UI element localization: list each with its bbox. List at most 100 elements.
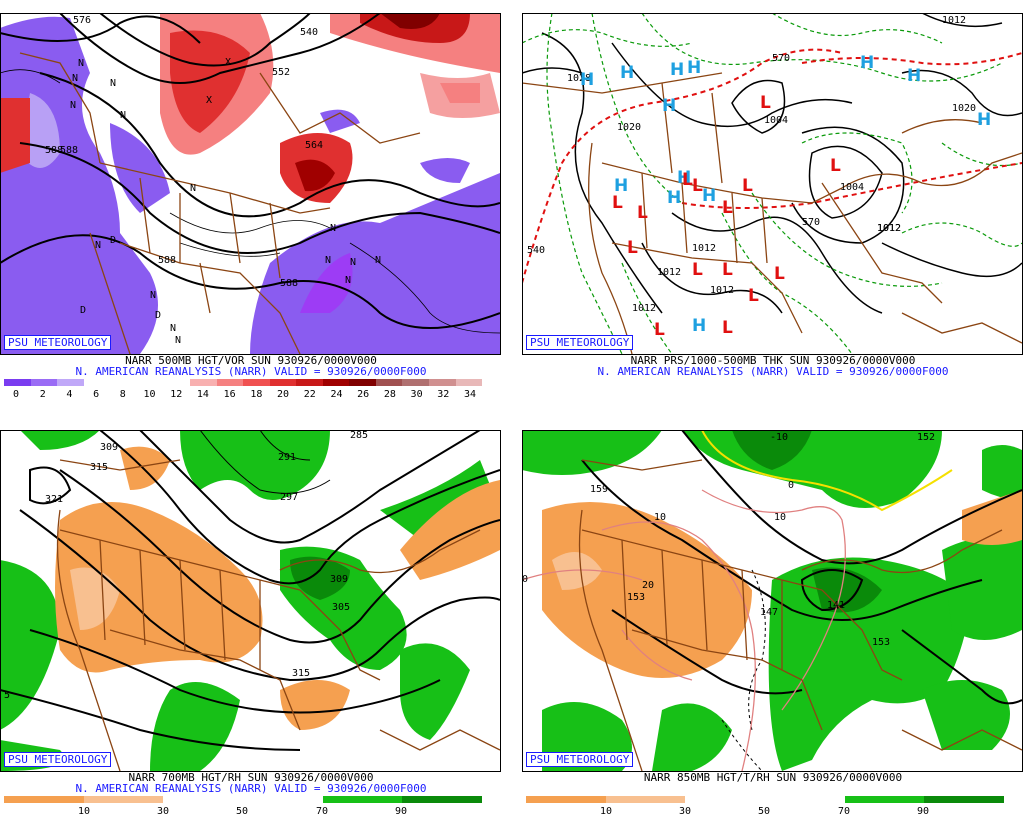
contour-label: N — [70, 100, 76, 111]
temperature-label: 20 — [642, 580, 654, 591]
caption-title: NARR PRS/1000-500MB THK SUN 930926/0000V… — [630, 354, 916, 367]
contour-label: 588 — [280, 278, 298, 289]
contour-label: N — [325, 255, 331, 266]
panel-pressure-thickness: 1028 1020 1004 1004 1012 1012 1012 1012 1012 1012… — [522, 0, 1024, 402]
colorbar-swatch — [57, 379, 84, 386]
temperature-label: 0 — [788, 480, 794, 491]
isobar-label: 1004 — [840, 182, 864, 193]
colorbar-swatch — [83, 379, 111, 386]
colorbar-tick: 4 — [66, 389, 73, 400]
caption-title: NARR 500MB HGT/VOR SUN 930926/0000V000 — [125, 354, 377, 367]
map-700mb: 309 315 321 285 291 297 309 305 315 5 PSU METEORO… — [0, 430, 500, 771]
contour-label: 588 — [158, 255, 176, 266]
low-pressure-marker: L — [654, 320, 665, 340]
high-pressure-marker: H — [692, 316, 706, 336]
isobar-label: 1020 — [952, 103, 976, 114]
low-pressure-marker: L — [682, 170, 693, 190]
contour-label: 552 — [272, 67, 290, 78]
low-pressure-marker: L — [692, 176, 703, 196]
colorbar-tick: 24 — [330, 389, 343, 400]
colorbar-tick: 20 — [277, 389, 290, 400]
temperature-label: 0 — [522, 574, 528, 585]
contour-label: X — [225, 57, 231, 68]
isobar-label: 1012 — [692, 243, 716, 254]
high-pressure-marker: H — [620, 63, 634, 83]
high-pressure-marker: H — [702, 186, 716, 206]
low-pressure-marker: L — [830, 156, 841, 176]
contour-label: 315 — [90, 462, 108, 473]
colorbar-swatch — [322, 379, 350, 386]
contour-label: X — [206, 95, 212, 106]
contour-label: N — [350, 257, 356, 268]
colorbar-tick: 34 — [463, 389, 477, 400]
contour-label: N — [120, 110, 126, 121]
colorbar-swatch — [216, 379, 244, 386]
contour-label: N — [110, 78, 116, 89]
high-pressure-marker: H — [977, 110, 991, 130]
isobar-label: 1012 — [710, 285, 734, 296]
colorbar-ticks: 10 30 50 70 90 — [4, 806, 482, 818]
low-pressure-marker: L — [612, 193, 623, 213]
colorbar-swatch — [243, 379, 270, 386]
contour-label: N — [375, 255, 381, 266]
colorbar-tick: 30 — [156, 806, 170, 817]
contour-label: N — [175, 335, 181, 346]
colorbar-tick: 90 — [916, 806, 930, 817]
high-pressure-marker: H — [860, 53, 874, 73]
isobar-label: 1012 — [942, 15, 966, 26]
contour-label: N — [72, 73, 78, 84]
psu-badge: PSU METEOROLOGY — [526, 335, 634, 350]
contour-label: N — [330, 223, 336, 234]
contour-label: 153 — [872, 637, 890, 648]
colorbar-swatch — [296, 379, 323, 386]
contour-label: N — [345, 275, 351, 286]
contour-label: N — [78, 58, 84, 69]
contour-label: 305 — [332, 602, 350, 613]
colorbar-swatch — [429, 379, 456, 386]
contour-label: N — [95, 240, 101, 251]
contour-label: N — [190, 183, 196, 194]
colorbar-tick: 70 — [837, 806, 851, 817]
contour-label: 5 — [4, 690, 10, 701]
low-pressure-marker: L — [760, 93, 771, 113]
colorbar-rh — [4, 796, 483, 803]
low-pressure-marker: L — [748, 286, 759, 306]
contour-label: 588 — [60, 145, 78, 156]
contour-label: 588 — [45, 145, 63, 156]
colorbar-tick: 28 — [383, 389, 396, 400]
low-pressure-marker: L — [774, 264, 785, 284]
high-pressure-marker: H — [687, 58, 701, 78]
colorbar-tick: 50 — [235, 806, 249, 817]
contour-label: D — [80, 305, 86, 316]
low-pressure-marker: L — [627, 238, 638, 258]
colorbar-tick: 16 — [223, 389, 236, 400]
contour-label: 564 — [305, 140, 323, 151]
low-pressure-marker: L — [722, 198, 733, 218]
contour-label: 321 — [45, 494, 63, 505]
caption-valid: N. AMERICAN REANALYSIS (NARR) VALID = 93… — [75, 365, 427, 378]
colorbar-tick: 8 — [119, 389, 126, 400]
colorbar-tick: 0 — [12, 389, 20, 400]
contour-label: 153 — [627, 592, 645, 603]
colorbar-swatch — [402, 379, 429, 386]
colorbar-tick: 30 — [410, 389, 423, 400]
contour-label: 285 — [350, 430, 368, 441]
contour-label: N — [170, 323, 176, 334]
colorbar-tick: 18 — [250, 389, 263, 400]
isobar-label: 1028 — [567, 73, 591, 84]
contour-label: 141 — [827, 600, 845, 611]
thickness-label: 540 — [527, 245, 545, 256]
colorbar-tick: 10 — [143, 389, 156, 400]
colorbar-swatch — [136, 379, 164, 386]
temperature-label: 10 — [774, 512, 786, 523]
colorbar-tick: 50 — [757, 806, 771, 817]
contour-label: 315 — [292, 668, 310, 679]
contour-label: 309 — [330, 574, 348, 585]
psu-badge: PSU METEOROLOGY — [4, 335, 112, 350]
high-pressure-marker: H — [670, 60, 684, 80]
low-pressure-marker: L — [742, 176, 753, 196]
map-850mb: 159 153 147 141 153 152 -10 0 10 10 20 0 PSU METEOR… — [522, 430, 1022, 771]
colorbar-rh — [526, 796, 1005, 803]
isobar-label: 1004 — [764, 115, 788, 126]
colorbar-swatch — [349, 379, 376, 386]
